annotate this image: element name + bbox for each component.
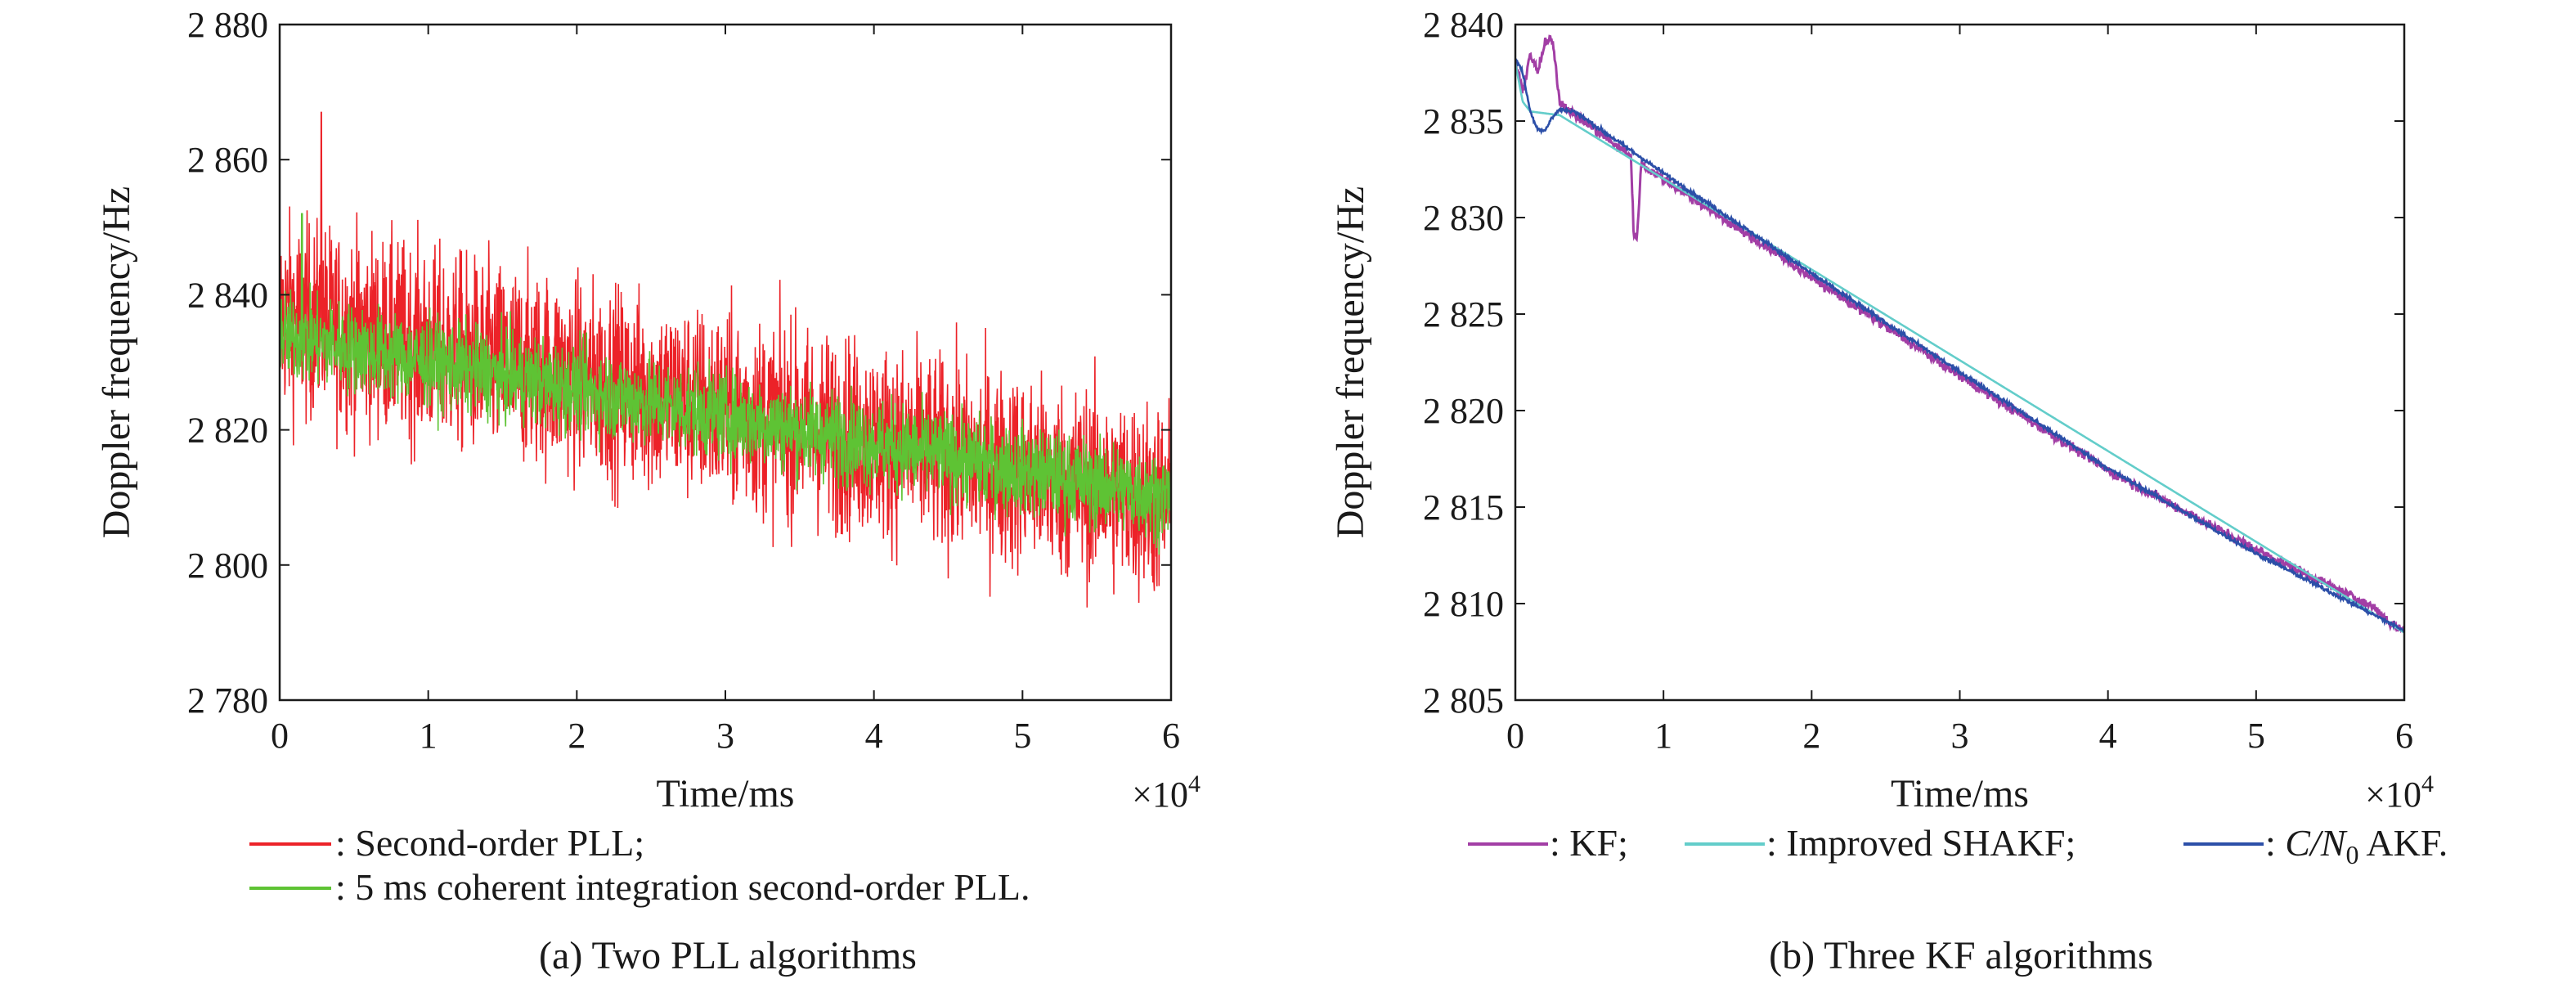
x-tick-label: 5	[2247, 716, 2265, 756]
x-tick-label: 1	[420, 716, 438, 756]
y-axis-label: Doppler frequency/Hz	[95, 186, 138, 538]
y-tick-label: 2 820	[187, 411, 268, 451]
x-axis-label: Time/ms	[1891, 772, 2029, 815]
x-tick-label: 0	[1506, 716, 1524, 756]
y-tick-label: 2 800	[187, 546, 268, 586]
y-tick-label: 2 825	[1423, 294, 1504, 335]
x-multiplier-base: ×10	[1132, 775, 1188, 815]
plot-frame	[1514, 23, 2406, 702]
legend: : KF;: Improved SHAKF;: C/N0 AKF.	[1468, 822, 2448, 869]
plot-area	[1515, 34, 2404, 634]
x-multiplier-base: ×10	[2365, 775, 2421, 815]
y-tick-label: 2 830	[1423, 198, 1504, 238]
y-tick-label: 2 840	[187, 275, 268, 315]
x-tick-label: 4	[2099, 716, 2117, 756]
x-tick-label: 6	[1162, 716, 1180, 756]
legend-label: : Improved SHAKF;	[1766, 822, 2076, 864]
x-multiplier: ×104	[1132, 770, 1200, 815]
x-axis-label: Time/ms	[657, 772, 795, 815]
legend-label-variable: C/N	[2285, 822, 2347, 864]
chart-panel-a: 0 1 2 3 4 5 6 2 780 2 800 2 820 2 840 2 860 2 880 ×10…	[95, 5, 1200, 977]
series-line	[1515, 62, 2404, 634]
x-multiplier: ×104	[2365, 770, 2434, 815]
panel-caption: (a) Two PLL algorithms	[539, 934, 917, 977]
y-tick-label: 2 780	[187, 680, 268, 721]
legend-label-suffix: AKF.	[2358, 822, 2448, 864]
x-tick-label: 2	[1802, 716, 1820, 756]
y-tick-label: 2 835	[1423, 101, 1504, 141]
x-tick-label: 3	[716, 716, 734, 756]
legend-label-prefix: :	[2265, 822, 2285, 864]
y-tick-label: 2 815	[1423, 487, 1504, 528]
y-tick-label: 2 880	[187, 5, 268, 45]
plot-area	[280, 111, 1171, 608]
x-multiplier-exponent: 4	[2421, 770, 2434, 797]
series-line	[1515, 34, 2404, 634]
x-tick-label: 0	[271, 716, 289, 756]
y-tick-label: 2 840	[1423, 5, 1504, 45]
legend: : Second-order PLL;: 5 ms coherent integ…	[249, 822, 1030, 908]
y-axis-label: Doppler frequency/Hz	[1329, 186, 1372, 538]
y-tick-label: 2 820	[1423, 391, 1504, 431]
x-multiplier-exponent: 4	[1188, 770, 1200, 797]
series-line	[1515, 57, 2404, 634]
x-tick-label: 6	[2395, 716, 2413, 756]
x-tick-label: 1	[1654, 716, 1672, 756]
panel-caption: (b) Three KF algorithms	[1769, 934, 2153, 977]
legend-label: : 5 ms coherent integration second-order…	[335, 866, 1030, 908]
chart-panel-b: 0 1 2 3 4 5 6 2 805 2 810 2 815 2 820 2 825 2 830 2 8…	[1329, 5, 2448, 977]
legend-label: : Second-order PLL;	[335, 822, 644, 864]
x-tick-label: 5	[1013, 716, 1031, 756]
y-tick-label: 2 860	[187, 140, 268, 180]
x-tick-label: 2	[568, 716, 586, 756]
x-tick-label: 4	[865, 716, 883, 756]
y-tick-label: 2 810	[1423, 584, 1504, 624]
legend-label: : C/N0 AKF.	[2265, 822, 2448, 869]
legend-label: : KF;	[1550, 822, 1628, 864]
x-tick-label: 3	[1951, 716, 1969, 756]
legend-label-subscript: 0	[2345, 840, 2358, 869]
y-tick-label: 2 805	[1423, 680, 1504, 721]
series-line	[280, 213, 1171, 555]
